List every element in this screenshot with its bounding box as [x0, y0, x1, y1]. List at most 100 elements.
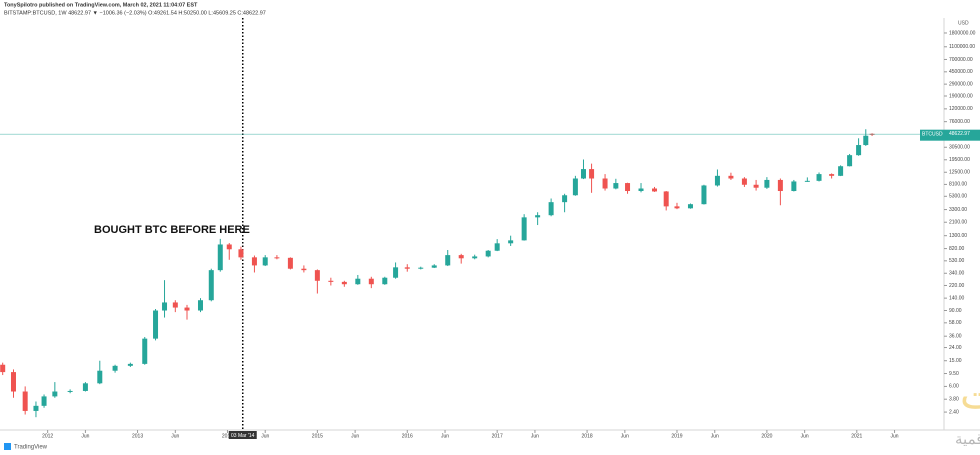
y-tick-label: 220.00 [949, 283, 965, 289]
annotation: BOUGHT BTC BEFORE HERE [94, 224, 250, 236]
candle-body [856, 145, 862, 156]
candle-body [226, 244, 232, 250]
candle-body [184, 307, 190, 311]
candle-body [251, 257, 257, 266]
candle-body [674, 206, 680, 209]
candle-body [701, 185, 707, 205]
last-price-box [920, 129, 980, 141]
candle-body [301, 268, 307, 271]
candle-body [368, 278, 374, 285]
y-tick-label: 15.00 [949, 358, 962, 364]
x-tick-label: 2020 [761, 433, 772, 439]
candle-body [458, 255, 464, 259]
last-price-label: 48622.97 [949, 131, 970, 137]
y-tick-label: 90.00 [949, 308, 962, 314]
y-tick-label: 76000.00 [949, 119, 970, 125]
candle-body [652, 188, 658, 192]
candle-body [127, 363, 133, 366]
x-tick-label: 2021 [851, 433, 862, 439]
candle-body [602, 178, 608, 189]
marker-box [228, 431, 257, 439]
candle-body [341, 281, 347, 285]
candle-body [838, 166, 844, 176]
candle-body [847, 155, 853, 167]
candle-body [404, 267, 410, 269]
y-tick-label: 290000.00 [949, 81, 973, 87]
candle-body [816, 174, 822, 181]
y-tick-label: 820.00 [949, 246, 965, 252]
y-tick-label: 1100000.00 [949, 44, 975, 50]
x-tick-label: Jun [351, 433, 359, 439]
candle-body [572, 178, 578, 196]
x-tick-label: 2016 [402, 433, 413, 439]
x-tick-label: 2012 [42, 433, 53, 439]
candle-body [418, 267, 424, 269]
y-tick-label: 19500.00 [949, 157, 970, 163]
candle-body [777, 179, 783, 192]
y-tick-label: 30500.00 [949, 145, 970, 151]
candle-body [274, 257, 280, 259]
candle-body [580, 169, 586, 179]
candle-body [162, 302, 168, 311]
candle-body [314, 270, 320, 281]
candle-body [112, 365, 118, 371]
currency-label: USD [958, 20, 969, 26]
candle-body [829, 174, 835, 176]
x-tick-label: Jun [621, 433, 629, 439]
candle-body [625, 183, 631, 192]
y-tick-label: 530.00 [949, 258, 965, 264]
candle-body [863, 135, 869, 146]
candle-body [10, 372, 16, 392]
y-tick-label: 12500.00 [949, 170, 970, 176]
candle-body [687, 204, 693, 209]
y-tick-label: 450000.00 [949, 69, 973, 75]
candle-body [208, 270, 214, 301]
candle-body [764, 179, 770, 188]
candle-body [393, 267, 399, 278]
x-tick-label: 2018 [582, 433, 593, 439]
x-tick-label: Jun [531, 433, 539, 439]
watermark-title: الكريبتو.نت [960, 374, 980, 419]
x-tick-label: Jun [261, 433, 269, 439]
footer-brand: TradingView [14, 445, 48, 451]
candle-body [328, 280, 334, 282]
x-tick-label: Jun [441, 433, 449, 439]
y-tick-label: 1300.00 [949, 233, 967, 239]
symbol-line: BITSTAMP:BTCUSD, 1W 48622.97 ▼ −1006.36 … [4, 10, 266, 16]
candle-body [508, 240, 514, 244]
y-tick-label: 24.00 [949, 345, 962, 351]
x-tick-label: 2019 [671, 433, 682, 439]
y-tick-label: 58.00 [949, 320, 962, 326]
candle-body [217, 244, 223, 271]
candle-body [142, 338, 148, 364]
candle-body [382, 277, 388, 285]
candle-body [494, 243, 500, 251]
candle-body [638, 188, 644, 192]
y-tick-label: 140.00 [949, 295, 965, 301]
author-line: TonySpilotro published on TradingView.co… [4, 2, 198, 8]
x-tick-label: 2013 [132, 433, 143, 439]
y-tick-label: 3.80 [949, 397, 959, 403]
candle-body [445, 255, 451, 266]
y-tick-label: 3300.00 [949, 207, 967, 213]
candle-body [22, 391, 28, 411]
x-tick-label: Jun [711, 433, 719, 439]
y-tick-label: 8100.00 [949, 182, 967, 188]
x-tick-label: Jun [801, 433, 809, 439]
candle-body [287, 257, 293, 269]
y-tick-label: 6.00 [949, 384, 959, 390]
candle-body [753, 184, 759, 188]
candle-body [535, 215, 541, 218]
watermark-subtitle: أخبار العملات الرقمية [955, 429, 980, 448]
candle-body [472, 256, 478, 259]
symbol-label: BTCUSD [922, 132, 943, 138]
candle-body [521, 217, 527, 241]
x-tick-label: Jun [171, 433, 179, 439]
candle-body [197, 300, 203, 311]
candle-body [728, 175, 734, 179]
x-tick-label: Jun [81, 433, 89, 439]
candle-body [431, 265, 437, 268]
candle-body [741, 178, 747, 185]
